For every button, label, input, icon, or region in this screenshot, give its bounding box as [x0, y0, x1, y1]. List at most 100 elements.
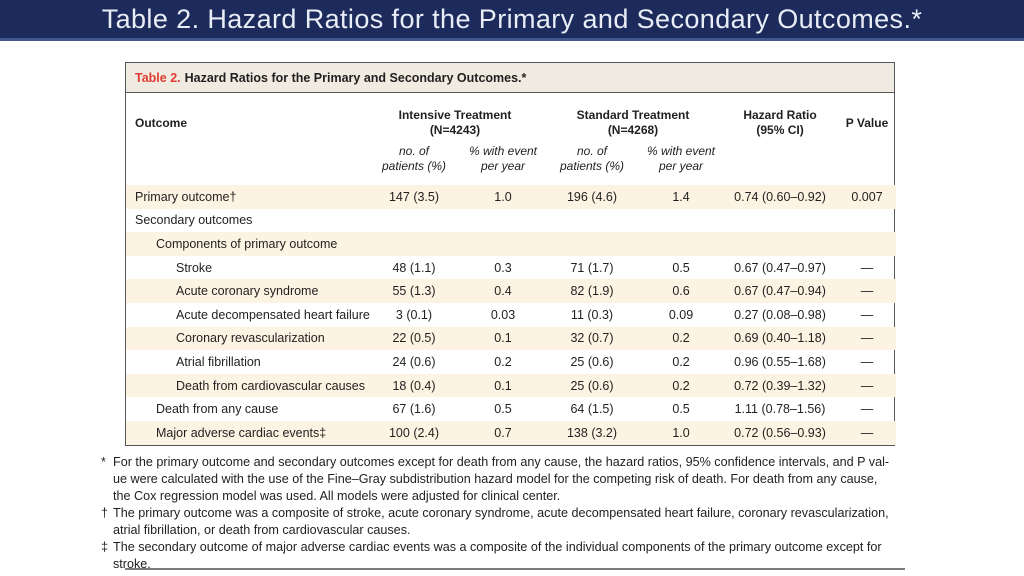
cell-outcome: Death from cardiovascular causes	[176, 378, 365, 393]
cell-intensive-no-patients: 18 (0.4)	[392, 378, 436, 393]
cell-standard-no-patients: 138 (3.2)	[566, 425, 618, 440]
table-header: Outcome Intensive Treatment (N=4243) Sta…	[126, 93, 896, 185]
cell-standard-no-patients	[544, 209, 640, 233]
table-row: Components of primary outcome	[126, 232, 897, 256]
cell-intensive-no-patients: 3 (0.1)	[395, 307, 433, 322]
cell-hazard-ratio: 1.11 (0.78–1.56)	[734, 402, 826, 417]
cell-p-value: —	[860, 354, 874, 369]
footnote-text: The secondary outcome of major adverse c…	[113, 540, 882, 571]
cell-standard-pct-event: 0.5	[672, 260, 690, 275]
cell-p-value: 0.007	[851, 189, 883, 204]
cell-intensive-no-patients: 48 (1.1)	[392, 260, 436, 275]
cell-standard-no-patients: 196 (4.6)	[566, 189, 618, 204]
cell-intensive-no-patients: 147 (3.5)	[388, 189, 440, 204]
cell-standard-pct-event: 0.09	[668, 307, 694, 322]
table-row: Atrial fibrillation 24 (0.6) 0.2 25 (0.6…	[126, 350, 896, 374]
col-header-outcome: Outcome	[135, 115, 188, 130]
footnote-dagger: † The primary outcome was a composite of…	[101, 505, 941, 539]
cell-outcome: Major adverse cardiac events‡	[156, 425, 327, 440]
cell-outcome: Stroke	[176, 260, 213, 275]
cell-standard-no-patients: 82 (1.9)	[570, 284, 614, 299]
table-row: Secondary outcomes	[126, 209, 896, 233]
cell-intensive-pct-event	[462, 232, 544, 256]
table-header-sub-row: no. of patients (%) % with event per yea…	[126, 143, 896, 185]
col-subheader-empty	[126, 143, 366, 185]
cell-intensive-no-patients: 55 (1.3)	[392, 284, 436, 299]
cell-intensive-no-patients	[366, 232, 462, 256]
col-subheader-standard-pct-event: % with event per year	[646, 144, 716, 173]
cell-outcome: Death from any cause	[156, 402, 279, 417]
table-row: Acute decompensated heart failure 3 (0.1…	[126, 303, 896, 327]
cell-standard-pct-event: 0.2	[672, 378, 690, 393]
cell-p-value: —	[860, 284, 874, 299]
table-row: Death from any cause 67 (1.6) 0.5 64 (1.…	[126, 397, 896, 421]
cell-intensive-no-patients: 100 (2.4)	[388, 425, 440, 440]
col-header-intensive-treatment: Intensive Treatment (N=4243)	[398, 108, 512, 137]
cell-standard-pct-event: 0.6	[672, 284, 690, 299]
table-caption-title: Hazard Ratios for the Primary and Second…	[184, 71, 527, 85]
cell-intensive-pct-event: 0.7	[494, 425, 512, 440]
col-subheader-empty	[838, 143, 896, 185]
cell-hazard-ratio: 0.72 (0.39–1.32)	[734, 378, 826, 393]
cell-standard-pct-event	[640, 209, 722, 233]
table-body: Primary outcome† 147 (3.5) 1.0 196 (4.6)…	[126, 185, 897, 445]
cell-p-value	[838, 232, 896, 256]
cell-p-value: —	[860, 331, 874, 346]
cell-intensive-pct-event: 0.2	[494, 354, 512, 369]
cell-intensive-no-patients: 24 (0.6)	[392, 354, 436, 369]
cell-intensive-no-patients	[366, 209, 462, 233]
cell-intensive-pct-event: 0.5	[494, 402, 512, 417]
footnote-double-dagger: ‡ The secondary outcome of major adverse…	[101, 539, 941, 573]
cell-p-value: —	[860, 378, 874, 393]
cell-standard-pct-event	[640, 232, 722, 256]
cell-outcome: Atrial fibrillation	[176, 354, 261, 369]
table-caption-number: Table 2.	[135, 71, 181, 85]
col-subheader-empty	[722, 143, 838, 185]
table-caption: Table 2. Hazard Ratios for the Primary an…	[126, 63, 894, 93]
table-row: Coronary revascularization 22 (0.5) 0.1 …	[126, 326, 897, 351]
col-subheader-standard-no-patients: no. of patients (%)	[559, 144, 625, 173]
cell-hazard-ratio: 0.67 (0.47–0.94)	[734, 284, 826, 299]
cell-standard-no-patients: 71 (1.7)	[570, 260, 614, 275]
table-row: Stroke 48 (1.1) 0.3 71 (1.7) 0.5 0.67 (0…	[126, 256, 896, 280]
cell-outcome: Acute coronary syndrome	[176, 284, 319, 299]
footnote-text: For the primary outcome and secondary ou…	[113, 455, 890, 503]
cell-standard-pct-event: 0.5	[672, 402, 690, 417]
cell-standard-no-patients: 64 (1.5)	[570, 402, 614, 417]
cell-intensive-pct-event: 0.1	[494, 378, 512, 393]
cell-outcome: Secondary outcomes	[135, 213, 253, 228]
cell-p-value: —	[860, 425, 874, 440]
cell-standard-pct-event: 1.4	[672, 189, 690, 204]
cell-intensive-no-patients: 22 (0.5)	[392, 331, 436, 346]
table-header-group-row: Outcome Intensive Treatment (N=4243) Sta…	[126, 93, 896, 143]
cell-intensive-no-patients: 67 (1.6)	[392, 402, 436, 417]
cell-intensive-pct-event: 0.4	[494, 284, 512, 299]
cell-standard-no-patients: 32 (0.7)	[570, 331, 614, 346]
col-header-hazard-ratio: Hazard Ratio (95% CI)	[743, 108, 817, 137]
cell-standard-pct-event: 1.0	[672, 425, 690, 440]
outcomes-table: Outcome Intensive Treatment (N=4243) Sta…	[126, 93, 897, 445]
col-subheader-intensive-no-patients: no. of patients (%)	[381, 144, 447, 173]
cell-standard-no-patients: 25 (0.6)	[570, 378, 614, 393]
footnote-text: The primary outcome was a composite of s…	[113, 506, 889, 537]
cell-intensive-pct-event: 1.0	[494, 189, 512, 204]
cell-outcome: Components of primary outcome	[156, 236, 338, 251]
cell-p-value: —	[860, 307, 874, 322]
cell-hazard-ratio	[722, 209, 838, 233]
cell-p-value	[838, 209, 896, 233]
bottom-divider	[125, 568, 905, 570]
cell-hazard-ratio: 0.96 (0.55–1.68)	[734, 354, 826, 369]
slide-title-banner: Table 2. Hazard Ratios for the Primary a…	[0, 0, 1024, 41]
cell-outcome: Acute decompensated heart failure	[176, 307, 370, 322]
table-row: Death from cardiovascular causes 18 (0.4…	[126, 373, 897, 398]
slide-title: Table 2. Hazard Ratios for the Primary a…	[101, 3, 923, 34]
cell-outcome: Coronary revascularization	[176, 331, 325, 346]
cell-p-value: —	[860, 260, 874, 275]
cell-hazard-ratio	[722, 232, 838, 256]
table-row: Acute coronary syndrome 55 (1.3) 0.4 82 …	[126, 279, 897, 303]
cell-standard-no-patients: 11 (0.3)	[570, 307, 614, 322]
cell-outcome: Primary outcome†	[135, 189, 237, 204]
cell-standard-pct-event: 0.2	[672, 331, 690, 346]
col-subheader-intensive-pct-event: % with event per year	[468, 144, 538, 173]
cell-standard-no-patients	[544, 232, 640, 256]
